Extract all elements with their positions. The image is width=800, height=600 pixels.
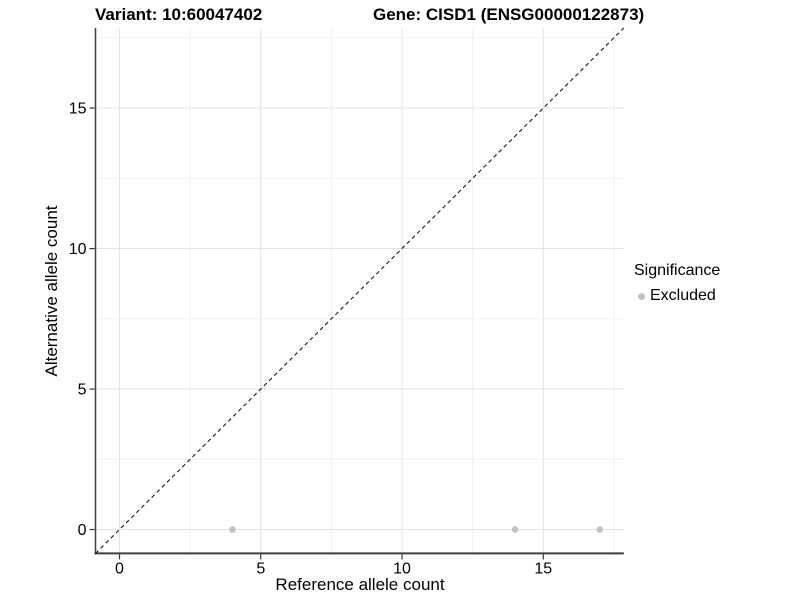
x-tick-label: 5: [256, 560, 265, 577]
gene-title: Gene: CISD1 (ENSG00000122873): [373, 5, 645, 24]
data-point: [596, 526, 604, 533]
y-tick-label: 15: [69, 101, 87, 118]
x-axis-title: Reference allele count: [275, 575, 445, 594]
legend-item-excluded: Excluded: [634, 286, 720, 306]
variant-title: Variant: 10:60047402: [95, 5, 263, 24]
data-point: [229, 526, 236, 533]
identity-dashed-line: [95, 27, 625, 554]
y-tick-label: 10: [69, 241, 87, 258]
legend-title: Significance: [634, 262, 721, 279]
legend-item-label: Excluded: [650, 287, 716, 304]
y-tick-label: 5: [78, 382, 87, 399]
data-point: [511, 526, 519, 533]
y-tick-label: 0: [78, 522, 87, 539]
y-axis-title: Alternative allele count: [42, 205, 61, 377]
legend: Significance Excluded: [634, 261, 720, 306]
x-tick-label: 0: [115, 560, 124, 577]
excluded-point-icon: [638, 292, 645, 300]
x-tick-label: 15: [534, 560, 552, 577]
x-tick-label: 10: [393, 560, 411, 577]
